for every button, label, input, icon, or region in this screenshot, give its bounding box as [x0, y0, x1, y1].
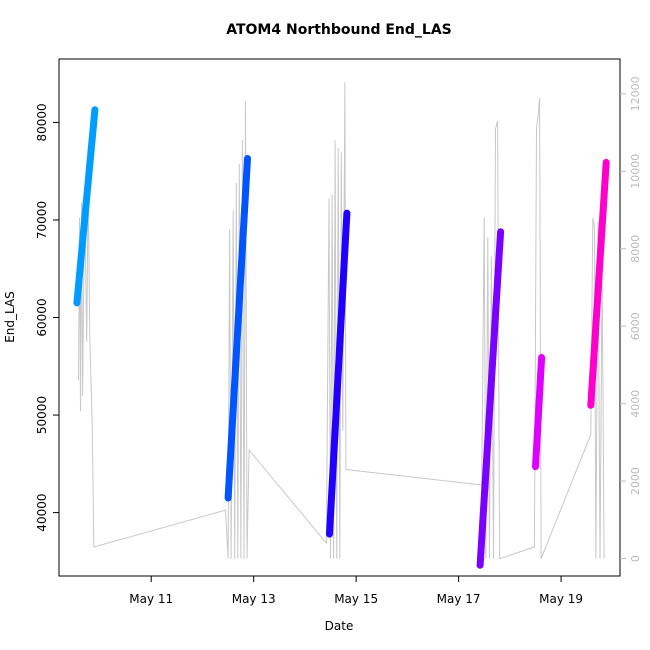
y-left-tick-label: 70000 — [35, 201, 49, 239]
x-axis-label: Date — [325, 619, 354, 633]
y-right-tick-label: 2000 — [629, 467, 642, 495]
y-left-tick-label: 60000 — [35, 298, 49, 336]
y-right-tick-label: 6000 — [629, 312, 642, 340]
chart-title: ATOM4 Northbound End_LAS — [226, 22, 452, 38]
series-line-6 — [587, 158, 610, 409]
y-left-tick-label: 40000 — [35, 494, 49, 532]
x-tick-label: May 17 — [437, 592, 481, 606]
y-right-tick-label: 10000 — [629, 154, 642, 189]
x-tick-label: May 19 — [539, 592, 583, 606]
series-line-1 — [73, 106, 99, 307]
x-tick-label: May 13 — [232, 592, 276, 606]
y-axis-right: 0 2000 4000 6000 8000 10000 12000 — [620, 76, 642, 562]
series-line-3 — [326, 209, 351, 538]
y-left-tick-label: 80000 — [35, 103, 49, 141]
y-right-tick-label: 0 — [629, 555, 642, 562]
y-right-tick-label: 12000 — [629, 76, 642, 111]
x-tick-label: May 11 — [129, 592, 173, 606]
y-left-tick-label: 50000 — [35, 396, 49, 434]
background-trace-line — [78, 82, 605, 560]
y-axis-left: 40000 50000 60000 70000 80000 — [35, 103, 59, 532]
x-axis: May 11 May 13 May 15 May 17 May 19 — [129, 576, 583, 606]
series-line-4 — [476, 228, 505, 569]
background-trace-layer — [78, 82, 605, 560]
series-line-5 — [532, 354, 546, 471]
series-layer — [73, 106, 610, 569]
y-right-tick-label: 8000 — [629, 235, 642, 263]
y-right-tick-label: 4000 — [629, 390, 642, 418]
series-line-2 — [224, 155, 251, 502]
x-tick-label: May 15 — [334, 592, 378, 606]
y-axis-label: End_LAS — [3, 291, 17, 343]
